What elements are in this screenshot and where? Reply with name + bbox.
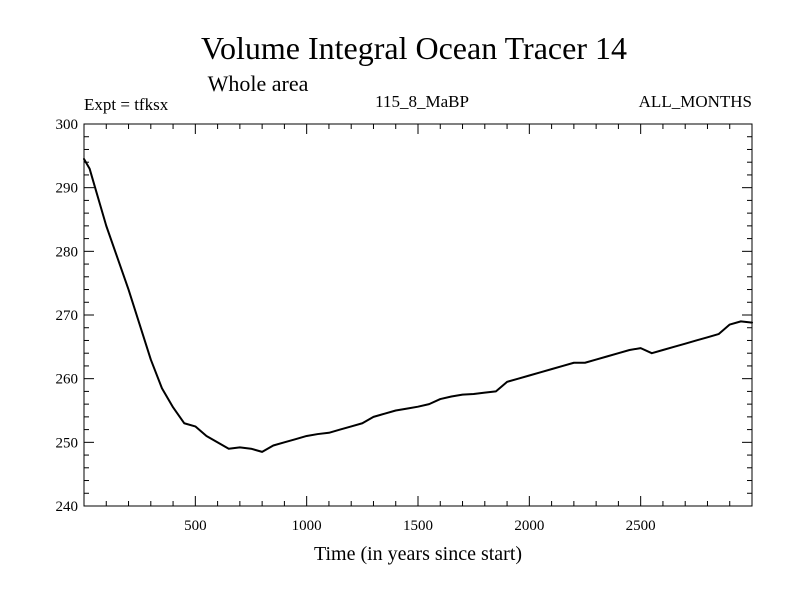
x-axis-label: Time (in years since start) bbox=[314, 543, 522, 565]
x-tick-label-500: 500 bbox=[184, 518, 207, 534]
x-tick-label-1000: 1000 bbox=[292, 518, 322, 534]
y-tick-label-250: 250 bbox=[56, 435, 79, 451]
y-tick-label-300: 300 bbox=[56, 117, 79, 133]
x-tick-label-2000: 2000 bbox=[514, 518, 544, 534]
plot-frame bbox=[83, 123, 753, 507]
experiment-period-annotation: 115_8_MaBP bbox=[375, 92, 469, 111]
y-tick-label-270: 270 bbox=[56, 308, 79, 324]
y-tick-label-260: 260 bbox=[56, 372, 79, 388]
x-axis-tick-labels: 500 1000 1500 2000 2500 bbox=[184, 518, 656, 534]
y-tick-label-290: 290 bbox=[56, 181, 79, 197]
x-tick-label-1500: 1500 bbox=[403, 518, 433, 534]
y-axis-tick-labels: 240 250 260 270 280 290 300 bbox=[56, 117, 79, 515]
y-axis-ticks bbox=[84, 136, 752, 494]
series-line-tracer-14 bbox=[83, 158, 753, 453]
y-tick-label-280: 280 bbox=[56, 244, 79, 260]
expt-annotation: Expt = tfksx bbox=[84, 95, 169, 114]
chart-title: Volume Integral Ocean Tracer 14 bbox=[201, 30, 627, 66]
x-axis-ticks bbox=[105, 124, 731, 506]
chart-subtitle: Whole area bbox=[208, 71, 309, 96]
x-tick-label-2500: 2500 bbox=[626, 518, 656, 534]
y-tick-label-240: 240 bbox=[56, 499, 79, 515]
months-annotation: ALL_MONTHS bbox=[639, 92, 752, 111]
